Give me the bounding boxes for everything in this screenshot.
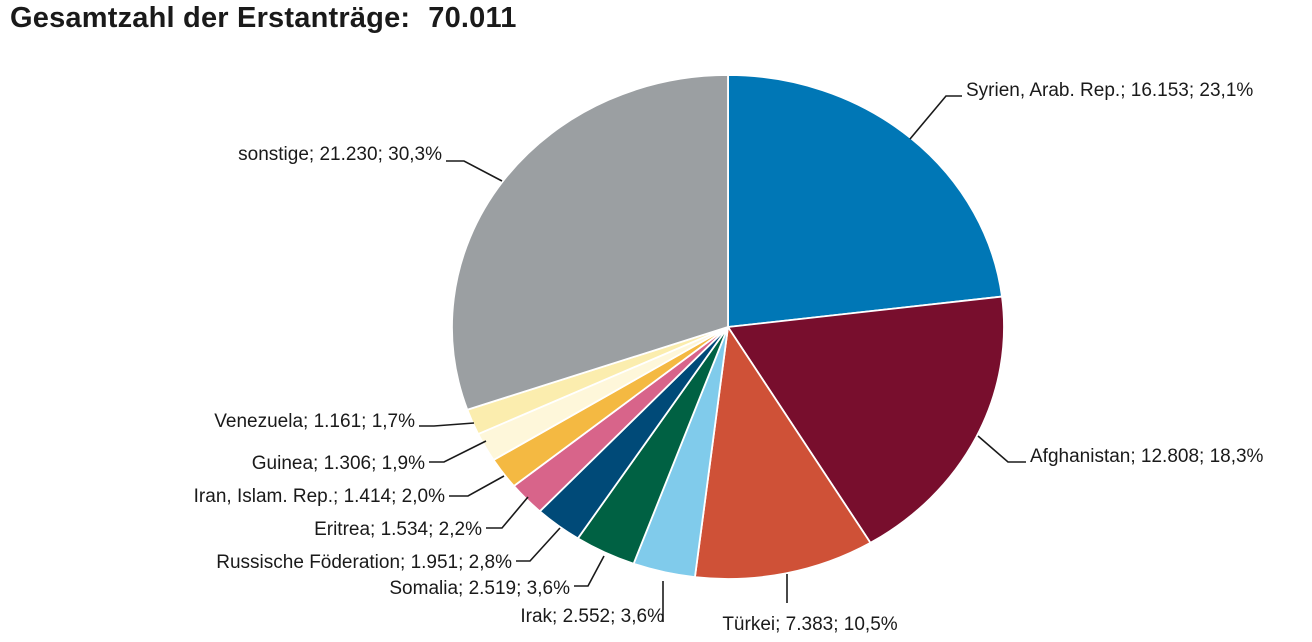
leader-line-somalia: [574, 555, 605, 587]
chart-title: Gesamtzahl der Erstanträge: 70.011: [10, 2, 517, 35]
chart-title-text: Gesamtzahl der Erstanträge:: [10, 2, 411, 34]
leader-line-eritrea: [486, 496, 529, 529]
chart-title-total: 70.011: [428, 2, 517, 34]
leader-line-syrien-arab-rep: [909, 95, 962, 140]
data-label-venezuela: Venezuela; 1.161; 1,7%: [214, 411, 415, 432]
data-label-somalia: Somalia; 2.519; 3,6%: [389, 578, 570, 599]
leader-lines: [419, 95, 1026, 622]
data-label-afghanistan: Afghanistan; 12.808; 18,3%: [1030, 446, 1264, 467]
data-label-tuerkei: Türkei; 7.383; 10,5%: [722, 614, 897, 635]
pie-slice-tuerkei: [694, 326, 872, 580]
data-label-sonstige: sonstige; 21.230; 30,3%: [238, 144, 442, 165]
data-label-russische-foederation: Russische Föderation; 1.951; 2,8%: [216, 552, 512, 573]
data-label-irak: Irak; 2.552; 3,6%: [520, 606, 664, 627]
pie-slice-sonstige: [451, 74, 729, 411]
leader-line-venezuela: [419, 422, 475, 427]
leader-line-afghanistan: [977, 435, 1026, 463]
data-label-eritrea: Eritrea; 1.534; 2,2%: [314, 519, 482, 540]
pie-slice-syrien-arab-rep: [727, 74, 1003, 328]
data-label-guinea: Guinea; 1.306; 1,9%: [252, 453, 425, 474]
data-label-iran-islam-rep: Iran, Islam. Rep.; 1.414; 2,0%: [194, 486, 445, 507]
leader-line-sonstige: [446, 160, 503, 182]
pie-slice-afghanistan: [727, 295, 1005, 544]
data-labels: Syrien, Arab. Rep.; 16.153; 23,1% Afghani…: [194, 80, 1264, 635]
leader-line-guinea: [429, 440, 487, 463]
leader-line-iran-islam-rep: [449, 475, 505, 497]
data-label-syrien-arab-rep: Syrien, Arab. Rep.; 16.153; 23,1%: [966, 80, 1253, 101]
pie-slices: [451, 74, 1005, 580]
leader-line-russische-foederation: [516, 527, 561, 562]
